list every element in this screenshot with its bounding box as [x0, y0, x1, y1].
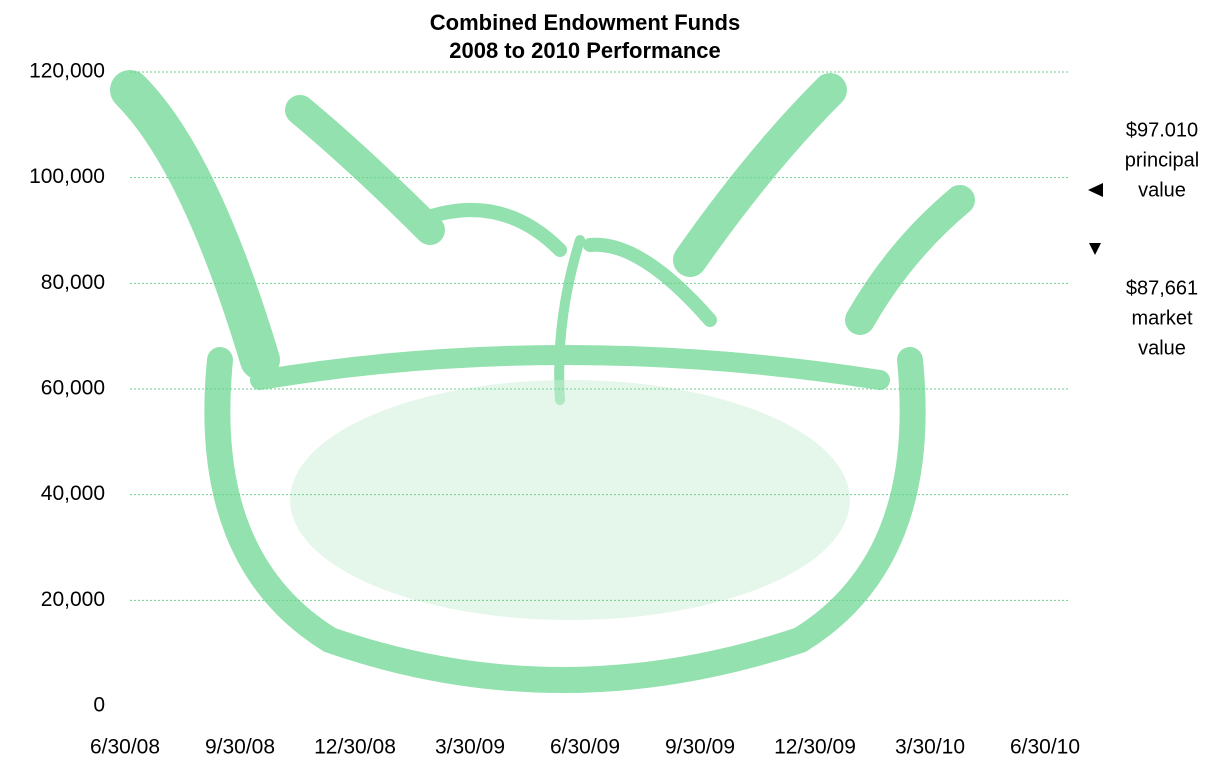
- annotation: value: [1138, 179, 1186, 201]
- x-tick-label: 6/30/08: [90, 736, 160, 759]
- chart-subtitle: 2008 to 2010 Performance: [449, 38, 721, 63]
- x-tick-label: 6/30/10: [1010, 736, 1080, 759]
- y-tick-label: 20,000: [41, 588, 105, 611]
- y-tick-label: 40,000: [41, 482, 105, 505]
- x-tick-label: 9/30/08: [205, 736, 275, 759]
- y-tick-label: 0: [93, 694, 105, 717]
- chart-title: Combined Endowment Funds: [430, 10, 740, 35]
- x-tick-label: 9/30/09: [665, 736, 735, 759]
- annotation: $87,661: [1126, 277, 1198, 299]
- background-illustration: [110, 70, 975, 693]
- x-tick-label: 3/30/10: [895, 736, 965, 759]
- y-tick-label: 120,000: [29, 60, 105, 83]
- annotation: value: [1138, 337, 1186, 359]
- principal-arrow: [1088, 183, 1103, 197]
- x-tick-label: 12/30/09: [774, 736, 856, 759]
- y-tick-label: 100,000: [29, 165, 105, 188]
- x-tick-label: 6/30/09: [550, 736, 620, 759]
- annotation: principal: [1125, 149, 1199, 171]
- x-tick-label: 12/30/08: [314, 736, 396, 759]
- y-tick-label: 60,000: [41, 377, 105, 400]
- annotation: $97.010: [1126, 119, 1198, 141]
- annotation: market: [1131, 307, 1193, 329]
- market-arrow: [1089, 243, 1101, 255]
- y-tick-label: 80,000: [41, 271, 105, 294]
- x-tick-label: 3/30/09: [435, 736, 505, 759]
